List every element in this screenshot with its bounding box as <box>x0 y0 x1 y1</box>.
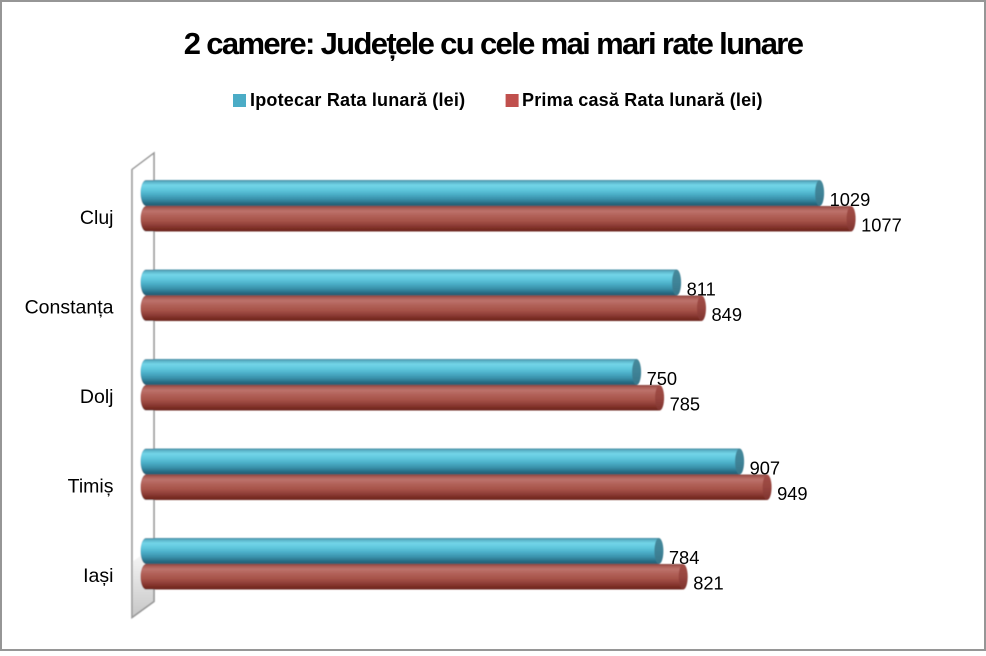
svg-text:849: 849 <box>712 304 743 325</box>
svg-text:1029: 1029 <box>830 189 871 210</box>
svg-text:Dolj: Dolj <box>80 386 114 408</box>
svg-text:Cluj: Cluj <box>80 207 114 229</box>
svg-text:785: 785 <box>670 394 701 415</box>
svg-text:Prima casă Rata lunară (lei): Prima casă Rata lunară (lei) <box>522 90 763 110</box>
svg-text:Iași: Iași <box>83 565 113 587</box>
svg-text:784: 784 <box>669 547 700 568</box>
svg-text:Timiș: Timiș <box>68 475 114 497</box>
svg-text:Ipotecar Rata lunară (lei): Ipotecar Rata lunară (lei) <box>250 90 465 110</box>
svg-text:949: 949 <box>777 483 808 504</box>
svg-text:1077: 1077 <box>861 215 902 236</box>
svg-text:2 camere: Județele cu cele mai: 2 camere: Județele cu cele mai mari rate… <box>184 26 804 61</box>
svg-text:821: 821 <box>693 573 724 594</box>
svg-text:907: 907 <box>750 457 781 478</box>
svg-text:Constanța: Constanța <box>25 296 114 318</box>
svg-text:811: 811 <box>687 278 716 299</box>
svg-text:750: 750 <box>647 368 678 389</box>
